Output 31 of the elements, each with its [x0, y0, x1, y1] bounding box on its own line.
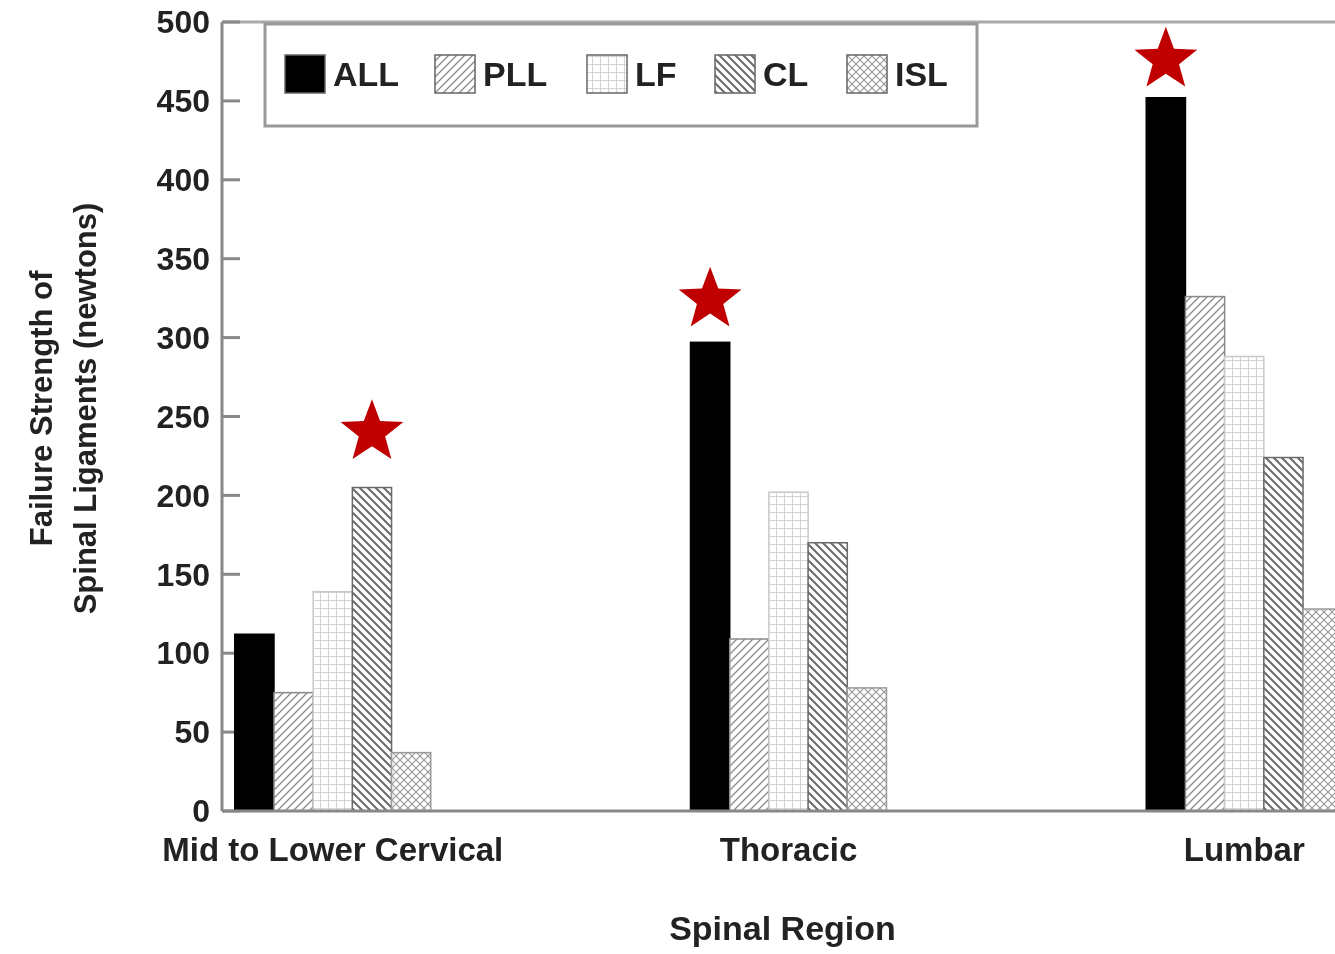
y-tick-label: 50 [174, 714, 210, 751]
y-tick-label: 200 [156, 477, 210, 514]
x-tick-label: Lumbar [1183, 831, 1305, 868]
bar [234, 633, 275, 812]
bar [689, 341, 731, 812]
bar [768, 491, 809, 812]
bar [807, 541, 849, 812]
y-tick-label: 400 [156, 162, 210, 198]
bar [1145, 96, 1187, 812]
y-tick-label: 450 [156, 83, 210, 120]
y-tick-label: 100 [156, 635, 210, 672]
bar [312, 590, 354, 812]
x-tick-label: Thoracic [719, 831, 858, 868]
y-tick-label: 500 [156, 4, 210, 41]
legend-label: ISL [895, 54, 948, 93]
y-tick-label: 0 [192, 793, 210, 830]
bar [846, 687, 888, 812]
legend-label: CL [763, 54, 809, 93]
y-tick-label: 150 [156, 556, 210, 593]
legend-label: PLL [483, 54, 548, 93]
x-tick-label: Mid to Lower Cervical [162, 831, 504, 868]
y-axis-title: Failure Strength of Spinal Ligaments (newtons) [24, 202, 103, 615]
legend-label: ALL [333, 54, 400, 93]
bar [351, 486, 393, 812]
y-tick-label: 300 [156, 319, 210, 356]
legend-label: LF [635, 54, 677, 93]
x-axis-title: Spinal Region [669, 909, 896, 947]
y-tick-label: 250 [156, 398, 210, 435]
bar [1223, 355, 1265, 812]
y-tick-label: 350 [156, 240, 210, 277]
bar [390, 751, 432, 812]
